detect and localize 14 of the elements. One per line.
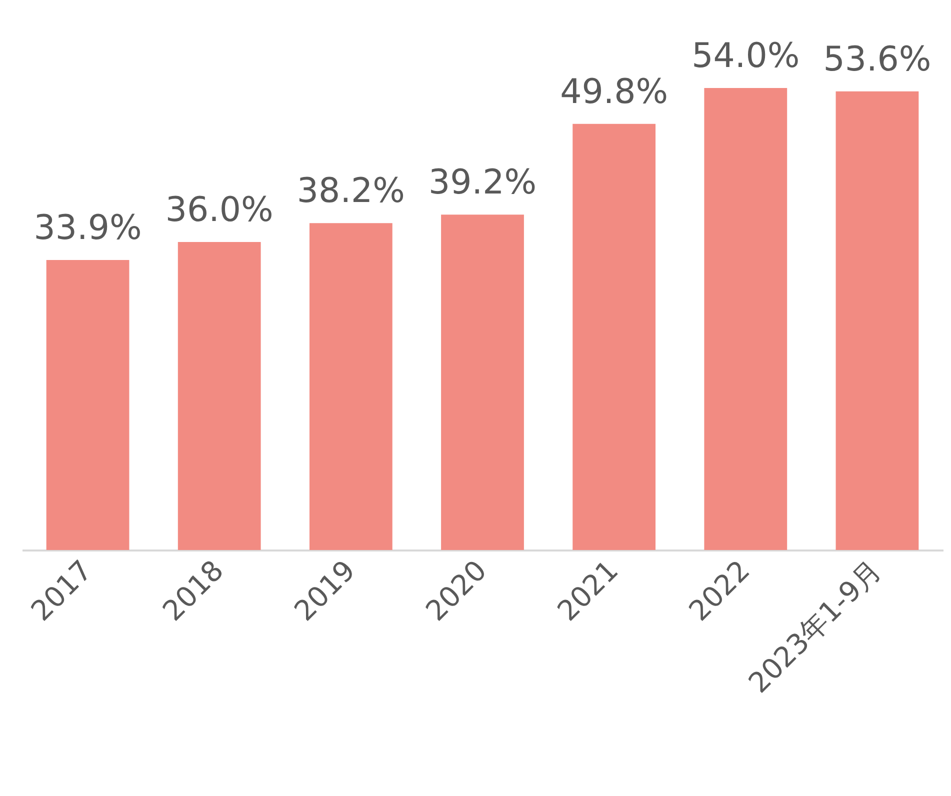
data-label: 53.6% [823, 39, 932, 80]
bar [441, 214, 524, 550]
data-label: 39.2% [428, 162, 537, 203]
data-label: 36.0% [165, 190, 274, 230]
data-label: 38.2% [296, 171, 405, 212]
bar [46, 260, 130, 550]
bar [704, 88, 788, 550]
data-label: 54.0% [692, 36, 800, 76]
data-label: 33.9% [34, 208, 142, 248]
bar [572, 124, 656, 550]
data-label: 49.8% [560, 72, 668, 112]
bar [309, 223, 392, 550]
bar [178, 242, 261, 550]
bar [836, 91, 919, 550]
